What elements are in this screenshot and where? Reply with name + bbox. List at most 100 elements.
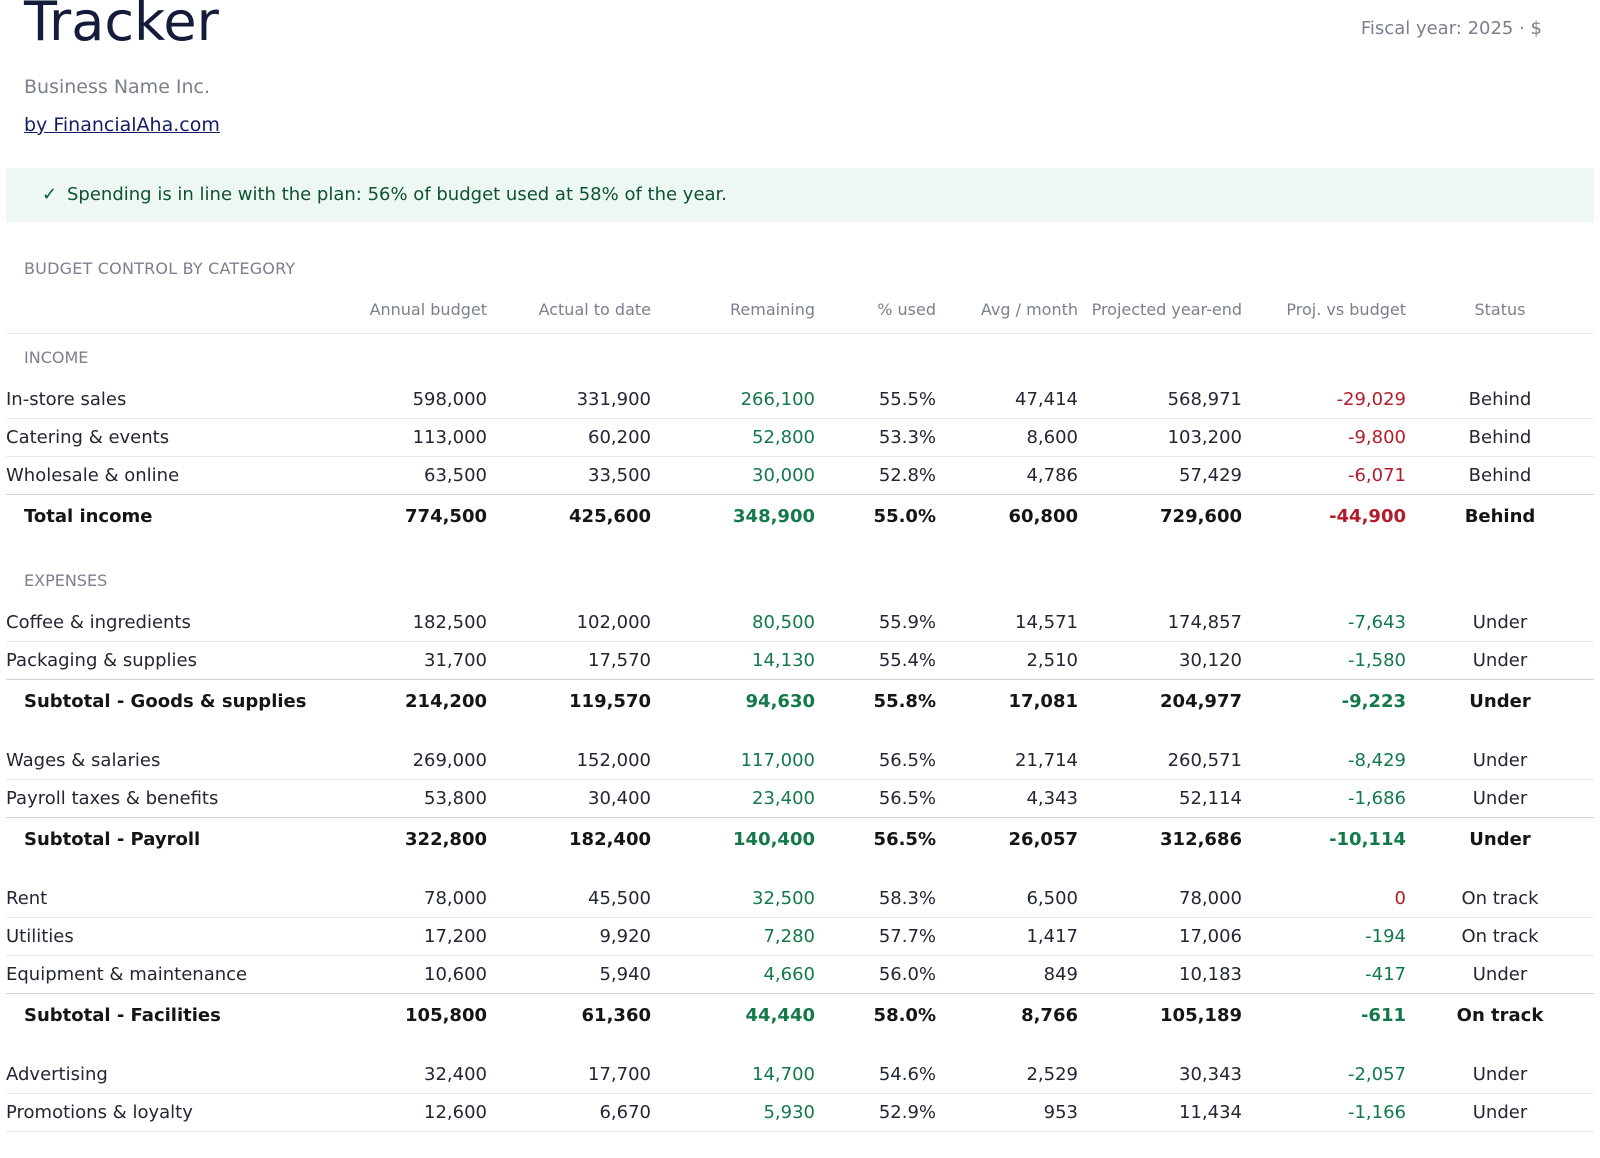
avg-month-cell: 6,500 [936,880,1078,918]
proj-vs-budget-cell: -8,429 [1242,742,1406,780]
projected-cell: 729,600 [1160,506,1242,527]
status-cell: Under [1469,829,1531,850]
group-header-row: EXPENSES [6,557,1594,604]
table-row: Advertising 32,400 17,700 14,700 54.6% 2,529 3… [6,1056,1594,1094]
pct-used-cell: 55.5% [815,381,936,419]
proj-vs-budget-cell: -417 [1242,955,1406,994]
pct-used-cell: 54.6% [815,1056,936,1094]
group-label: INCOME [24,348,89,367]
annual-budget-cell: 17,200 [338,917,487,956]
avg-month-cell: 60,800 [1008,506,1078,527]
pct-used-cell: 56.5% [815,742,936,780]
remaining-cell: 44,440 [745,1005,815,1026]
row-label: Wages & salaries [6,742,338,780]
status-cell: Under [1406,604,1594,642]
spacer-cell [6,861,1594,880]
financialaha-link[interactable]: by FinancialAha.com [24,114,220,136]
pct-used-cell: 55.8% [873,691,936,712]
page-title: Tracker [24,0,219,53]
remaining-cell: 14,130 [651,641,815,680]
status-cell: Under [1406,955,1594,994]
projected-cell: 30,343 [1078,1056,1242,1094]
remaining-cell: 140,400 [733,829,815,850]
annual-budget-cell: 322,800 [405,829,487,850]
avg-month-cell: 1,417 [936,917,1078,956]
actual-to-date-cell: 17,570 [487,641,651,680]
annual-budget-cell: 10,600 [338,955,487,994]
row-label: Catering & events [6,418,338,457]
row-label: Advertising [6,1056,338,1094]
table-row: Packaging & supplies 31,700 17,570 14,130 55… [6,641,1594,680]
table-row: Utilities 17,200 9,920 7,280 57.7% 1,417 17,00… [6,917,1594,956]
row-label: Equipment & maintenance [6,955,338,994]
actual-to-date-cell: 60,200 [487,418,651,457]
table-row: Payroll taxes & benefits 53,800 30,400 23,4… [6,779,1594,818]
projected-cell: 204,977 [1160,691,1242,712]
status-cell: Behind [1406,418,1594,457]
annual-budget-cell: 31,700 [338,641,487,680]
col-header-label [6,285,338,334]
row-label: Payroll taxes & benefits [6,779,338,818]
proj-vs-budget-cell: -611 [1360,1005,1406,1026]
spacer-cell [6,1037,1594,1056]
proj-vs-budget-cell: -1,686 [1242,779,1406,818]
projected-cell: 11,434 [1078,1093,1242,1132]
row-label: Utilities [6,917,338,956]
table-row: Equipment & maintenance 10,600 5,940 4,660 5… [6,955,1594,994]
pct-used-cell: 55.4% [815,641,936,680]
table-row: Promotions & loyalty 12,600 6,670 5,930 52.9… [6,1093,1594,1132]
proj-vs-budget-cell: 0 [1242,880,1406,918]
avg-month-cell: 8,600 [936,418,1078,457]
proj-vs-budget-cell: -9,800 [1242,418,1406,457]
col-header-projected: Projected year-end [1078,285,1242,334]
table-row: Catering & events 113,000 60,200 52,800 53.3… [6,418,1594,457]
actual-to-date-cell: 33,500 [487,456,651,495]
actual-to-date-cell: 425,600 [569,506,651,527]
actual-to-date-cell: 152,000 [487,742,651,780]
status-cell: Under [1406,779,1594,818]
table-row: Wholesale & online 63,500 33,500 30,000 52.8… [6,456,1594,495]
row-label: Coffee & ingredients [6,604,338,642]
remaining-cell: 52,800 [651,418,815,457]
pct-used-cell: 52.9% [815,1093,936,1132]
remaining-cell: 23,400 [651,779,815,818]
proj-vs-budget-cell: -2,057 [1242,1056,1406,1094]
avg-month-cell: 17,081 [1008,691,1078,712]
actual-to-date-cell: 5,940 [487,955,651,994]
proj-vs-budget-cell: -7,643 [1242,604,1406,642]
pct-used-cell: 58.0% [873,1005,936,1026]
remaining-cell: 14,700 [651,1056,815,1094]
pct-used-cell: 56.5% [873,829,936,850]
table-row: Wages & salaries 269,000 152,000 117,000 56.… [6,742,1594,780]
actual-to-date-cell: 61,360 [581,1005,651,1026]
projected-cell: 17,006 [1078,917,1242,956]
annual-budget-cell: 269,000 [338,742,487,780]
actual-to-date-cell: 102,000 [487,604,651,642]
spacer-row [6,1037,1594,1056]
projected-cell: 30,120 [1078,641,1242,680]
status-cell: Behind [1406,456,1594,495]
spacer-cell [6,723,1594,742]
total-row: Subtotal - Payroll 322,800 182,400 140,400 5… [6,818,1594,862]
remaining-cell: 117,000 [651,742,815,780]
annual-budget-cell: 12,600 [338,1093,487,1132]
proj-vs-budget-cell: -1,166 [1242,1093,1406,1132]
status-cell: Behind [1406,381,1594,419]
remaining-cell: 7,280 [651,917,815,956]
banner-message: Spending is in line with the plan: 56% o… [67,184,728,205]
total-row: Total income 774,500 425,600 348,900 55.0% 60… [6,495,1594,539]
annual-budget-cell: 774,500 [405,506,487,527]
remaining-cell: 32,500 [651,880,815,918]
projected-cell: 568,971 [1078,381,1242,419]
col-header-avg-month: Avg / month [936,285,1078,334]
proj-vs-budget-cell: -194 [1242,917,1406,956]
actual-to-date-cell: 45,500 [487,880,651,918]
spacer-cell [6,538,1594,557]
status-cell: Behind [1464,506,1536,527]
status-cell: Under [1406,1093,1594,1132]
group-header-row: INCOME [6,334,1594,382]
row-label: Subtotal - Goods & supplies [24,691,307,712]
annual-budget-cell: 78,000 [338,880,487,918]
avg-month-cell: 2,510 [936,641,1078,680]
status-cell: On track [1406,917,1594,956]
